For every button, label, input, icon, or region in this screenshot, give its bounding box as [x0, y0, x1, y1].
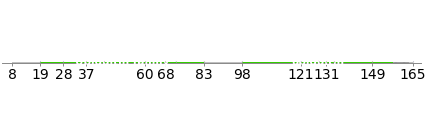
Bar	[40, 62, 204, 63]
Text: ubiquitin: ubiquitin	[291, 57, 344, 67]
Bar	[242, 62, 393, 63]
Bar	[12, 62, 413, 63]
Bar	[393, 62, 408, 63]
Text: Ubiquitin family: Ubiquitin family	[75, 57, 169, 67]
